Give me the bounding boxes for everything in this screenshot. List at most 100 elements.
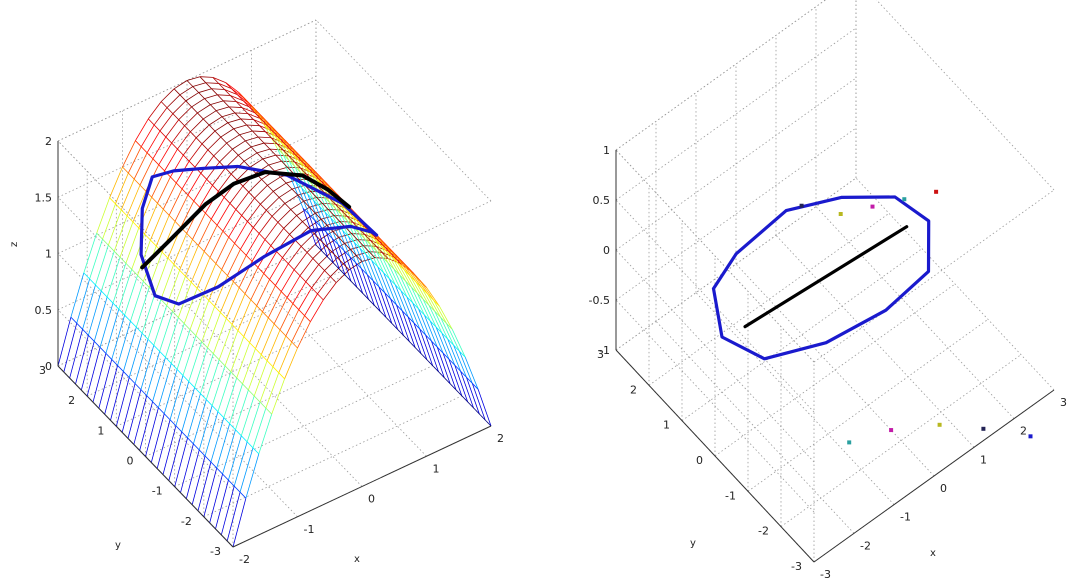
right-x-tick-label: 2 <box>1020 425 1027 438</box>
surface-mesh-segment <box>253 360 268 397</box>
surface-mesh-segment <box>157 176 171 204</box>
surface-mesh-segment <box>146 130 161 153</box>
surface-mesh-segment <box>414 275 429 295</box>
surface-mesh-segment <box>111 315 126 360</box>
surface-mesh-segment <box>343 255 357 265</box>
surface-mesh-segment <box>359 248 374 281</box>
surface-mesh-segment <box>192 212 206 240</box>
surface-mesh-segment <box>132 190 147 223</box>
surface-mesh-segment <box>297 321 311 349</box>
surface-mesh-segment <box>179 239 193 271</box>
surface-mesh-segment <box>174 194 189 222</box>
surface-mesh-segment <box>203 467 218 517</box>
surface-mesh-segment <box>384 292 399 330</box>
surface-mesh-line <box>122 166 298 349</box>
surface-mesh-segment <box>123 327 137 372</box>
surface-mesh-segment <box>207 312 221 348</box>
surface-mesh-segment <box>212 167 226 186</box>
surface-mesh-segment <box>229 185 244 204</box>
surface-mesh-segment <box>453 344 467 378</box>
surface-mesh-segment <box>175 381 190 426</box>
surface-mesh-segment <box>323 196 338 225</box>
surface-mesh-segment <box>330 263 344 277</box>
surface-mesh-segment <box>195 124 210 139</box>
surface-mesh-segment <box>115 377 130 427</box>
surface-mesh-segment <box>185 449 200 499</box>
right-floor-grid-line <box>780 354 1022 527</box>
surface-mesh-segment <box>231 293 246 325</box>
surface-mesh-segment <box>228 435 242 481</box>
surface-mesh-segment <box>307 194 321 227</box>
surface-mesh-segment <box>299 258 314 277</box>
surface-mesh-segment <box>247 203 261 222</box>
surface-mesh-segment <box>378 286 393 324</box>
right-floor-grid-line <box>815 206 1015 419</box>
surface-mesh-segment <box>147 101 162 120</box>
surface-mesh-segment <box>278 341 293 373</box>
surface-mesh-segment <box>318 251 332 265</box>
surface-mesh-segment <box>188 341 203 382</box>
surface-mesh-segment <box>203 224 218 252</box>
surface-mesh-segment <box>427 293 441 318</box>
left-curves <box>139 164 379 306</box>
surface-mesh-segment <box>232 498 247 548</box>
surface-mesh-segment <box>258 215 273 234</box>
surface-mesh-segment <box>412 302 426 336</box>
left-z-tick-label: 1.5 <box>35 191 53 204</box>
surface-mesh-segment <box>355 262 369 300</box>
surface-mesh-segment <box>420 281 434 301</box>
surface-mesh-segment <box>426 287 440 307</box>
surface-mesh-segment <box>75 335 89 385</box>
surface-mesh-line <box>109 197 285 380</box>
surface-mesh-segment <box>298 287 312 310</box>
surface-mesh-segment <box>153 107 168 126</box>
right-marker <box>889 428 894 433</box>
surface-mesh-segment <box>182 137 197 156</box>
surface-mesh-segment <box>134 339 149 384</box>
surface-mesh-segment <box>144 203 158 235</box>
surface-mesh-segment <box>104 365 118 415</box>
surface-mesh-line <box>264 124 440 307</box>
surface-mesh-segment <box>210 417 225 463</box>
surface-mesh-segment <box>172 100 187 114</box>
surface-mesh-segment <box>471 383 486 421</box>
surface-mesh-segment <box>152 357 166 402</box>
surface-mesh-segment <box>431 340 445 378</box>
surface-mesh-segment <box>407 316 422 354</box>
left-wall-grid-line <box>57 75 317 198</box>
surface-mesh-segment <box>160 264 175 300</box>
surface-mesh-segment <box>213 142 227 157</box>
surface-mesh-segment <box>57 317 72 367</box>
right-marker <box>981 426 986 431</box>
surface-mesh-segment <box>63 323 78 373</box>
surface-mesh-segment <box>216 106 230 112</box>
right-marker <box>934 189 939 194</box>
surface-mesh-segment <box>226 492 241 542</box>
surface-mesh-segment <box>348 236 362 269</box>
left-grid <box>57 19 492 548</box>
right-z-tick-label: 0 <box>603 244 610 257</box>
surface-mesh-segment <box>329 202 344 231</box>
left-surface-mesh <box>57 76 492 548</box>
surface-mesh-segment <box>197 461 212 511</box>
surface-mesh-segment <box>335 208 349 237</box>
surface-mesh-segment <box>239 130 253 136</box>
left-x-tick-label: 2 <box>497 432 504 445</box>
surface-mesh-segment <box>168 188 183 216</box>
surface-mesh-segment <box>282 240 296 258</box>
surface-mesh-segment <box>115 172 129 204</box>
surface-mesh-segment <box>421 287 436 312</box>
surface-mesh-segment <box>331 238 346 276</box>
surface-mesh-segment <box>376 250 390 279</box>
surface-mesh-segment <box>83 232 98 274</box>
surface-mesh-segment <box>283 215 297 229</box>
left-x-axis-line <box>232 425 492 548</box>
surface-mesh-segment <box>211 365 226 406</box>
surface-mesh-segment <box>292 281 307 304</box>
surface-mesh-segment <box>221 112 236 118</box>
right-y-tick-label: -2 <box>758 525 769 538</box>
right-y-axis-line <box>615 349 815 563</box>
right-y-tick-label: 1 <box>663 419 670 432</box>
surface-mesh-segment <box>419 328 434 366</box>
surface-mesh-segment <box>99 302 114 348</box>
